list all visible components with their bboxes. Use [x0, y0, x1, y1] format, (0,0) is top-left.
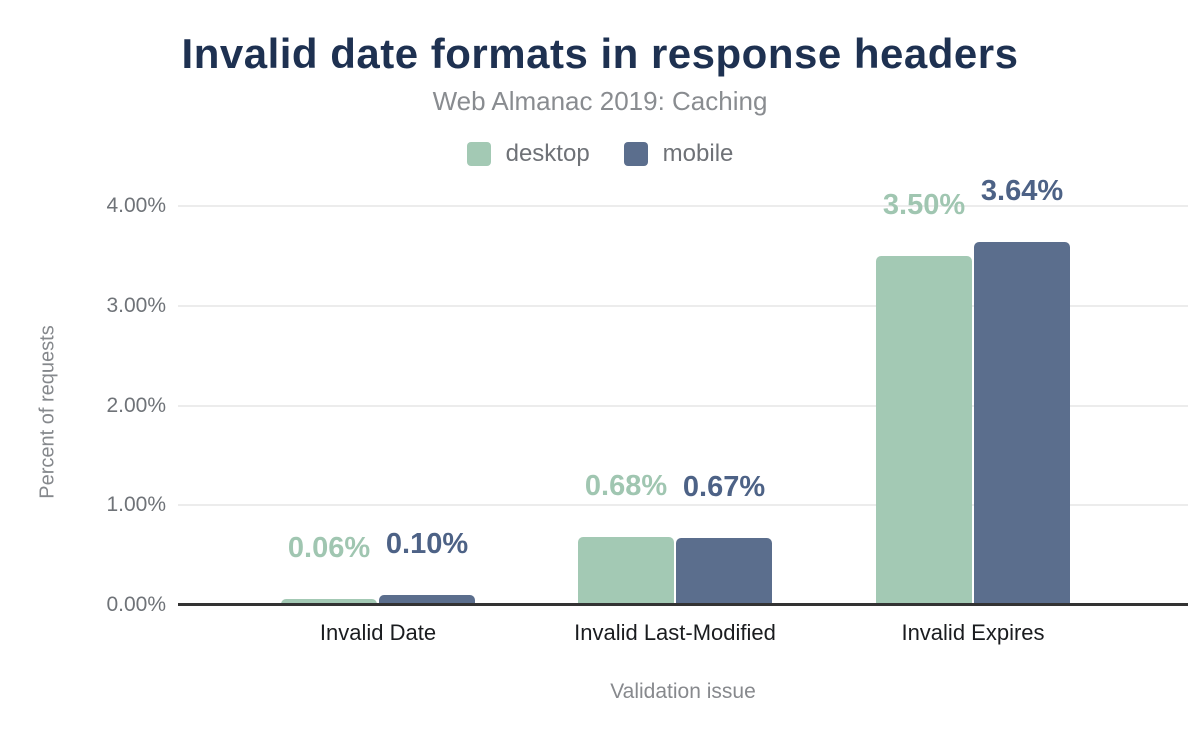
- legend-item-desktop: desktop: [466, 140, 590, 168]
- y-tick-label: 0.00%: [106, 593, 166, 616]
- bar-value-label-mobile-1: 0.67%: [682, 471, 766, 503]
- gridline-1.00%: [178, 504, 1188, 507]
- bar-value-label-desktop-0: 0.06%: [287, 532, 371, 564]
- bar-value-label-desktop-2: 3.50%: [882, 189, 966, 221]
- y-tick-label: 3.00%: [106, 293, 166, 317]
- bar-mobile-2: [974, 242, 1070, 605]
- x-tick-label: Invalid Expires: [901, 620, 1045, 645]
- legend-swatch-mobile: [623, 142, 648, 166]
- x-tick-label: Invalid Last-Modified: [574, 620, 776, 645]
- bar-value-label-desktop-1: 0.68%: [584, 470, 668, 502]
- legend: desktop mobile: [0, 140, 1200, 168]
- legend-swatch-desktop: [466, 142, 491, 166]
- bar-mobile-1: [676, 538, 772, 605]
- bar-value-label-mobile-0: 0.10%: [385, 528, 469, 560]
- chart-title: Invalid date formats in response headers: [181, 30, 1019, 77]
- chart-subtitle: Web Almanac 2019: Caching: [432, 86, 768, 116]
- y-tick-label: 1.00%: [106, 493, 166, 517]
- legend-label-mobile: mobile: [662, 140, 734, 167]
- bar-mobile-0: [379, 595, 475, 605]
- gridline-4.00%: [178, 205, 1188, 207]
- bar-desktop-1: [578, 537, 674, 605]
- x-tick-label: Invalid Date: [319, 620, 437, 645]
- bar-desktop-0: [281, 599, 377, 605]
- y-tick-label: 4.00%: [106, 194, 166, 217]
- legend-item-mobile: mobile: [623, 140, 734, 168]
- bar-value-label-mobile-2: 3.64%: [980, 175, 1064, 207]
- legend-label-desktop: desktop: [505, 140, 590, 167]
- x-axis-title: Validation issue: [610, 680, 756, 703]
- gridline-2.00%: [178, 404, 1188, 407]
- bar-desktop-2: [876, 256, 972, 605]
- gridline-3.00%: [178, 304, 1188, 307]
- y-tick-label: 2.00%: [106, 393, 166, 417]
- x-axis-line: [178, 603, 1188, 606]
